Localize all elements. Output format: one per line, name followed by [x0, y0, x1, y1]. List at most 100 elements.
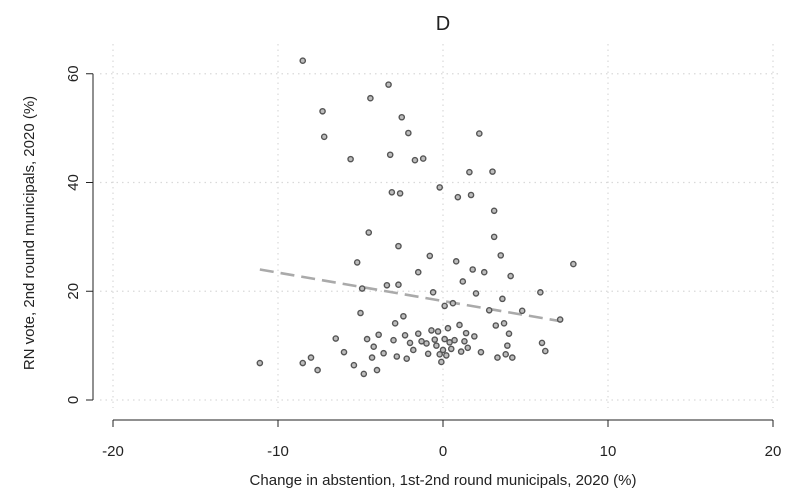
data-point	[451, 336, 458, 344]
data-point	[350, 361, 358, 369]
data-point	[436, 184, 444, 191]
data-point	[505, 330, 513, 337]
data-point	[307, 354, 315, 361]
data-point	[504, 342, 511, 349]
data-point	[467, 191, 475, 199]
data-point	[431, 336, 439, 343]
data-point	[419, 155, 427, 162]
data-point	[406, 339, 414, 347]
data-point	[426, 252, 434, 260]
data-point	[358, 285, 366, 292]
ticks-layer: -20 -10 0 10 20 0 20 40 60	[65, 65, 781, 460]
data-point	[396, 190, 404, 197]
x-tick-label: 0	[439, 443, 447, 460]
data-point	[475, 130, 483, 137]
data-point	[395, 242, 402, 250]
data-point	[367, 94, 374, 102]
data-point	[365, 229, 373, 236]
data-point	[380, 349, 387, 357]
data-point	[508, 354, 516, 361]
data-point	[441, 335, 448, 343]
data-point	[390, 336, 397, 344]
data-point	[256, 359, 264, 367]
data-point	[485, 306, 493, 314]
data-point	[492, 322, 500, 329]
data-point	[507, 272, 514, 280]
data-point	[441, 302, 448, 310]
data-point	[447, 345, 455, 353]
data-point	[462, 329, 470, 337]
data-point	[464, 344, 472, 352]
data-point	[502, 351, 510, 358]
x-tick-label: -10	[267, 443, 289, 460]
data-point	[428, 327, 435, 334]
data-point	[314, 366, 321, 374]
data-point	[469, 266, 477, 273]
data-point	[456, 321, 463, 329]
data-point	[340, 348, 348, 356]
data-point	[454, 193, 462, 201]
data-point	[542, 347, 549, 355]
data-point	[332, 335, 340, 342]
data-point	[363, 335, 371, 343]
data-point	[393, 353, 401, 360]
data-point	[391, 320, 399, 327]
data-point	[299, 57, 307, 65]
data-point	[401, 331, 409, 339]
x-tick-label: 10	[600, 443, 617, 460]
data-point	[414, 330, 422, 337]
data-point	[438, 358, 445, 366]
data-point	[405, 129, 412, 137]
data-point	[388, 188, 396, 196]
data-point	[538, 339, 546, 347]
data-point	[556, 316, 564, 323]
data-point	[400, 312, 407, 320]
data-point	[409, 346, 417, 354]
data-point	[398, 113, 406, 121]
data-point	[375, 331, 382, 339]
data-point	[373, 366, 381, 374]
grid-layer	[100, 44, 778, 408]
points-layer	[256, 57, 577, 378]
data-point	[497, 252, 505, 259]
data-point	[480, 268, 488, 276]
axes-layer	[92, 73, 773, 421]
data-point	[436, 351, 444, 358]
data-point	[434, 328, 442, 335]
data-point	[457, 348, 465, 355]
data-point	[319, 107, 326, 115]
x-tick-label: 20	[765, 443, 782, 460]
data-point	[414, 268, 422, 276]
data-point	[452, 258, 460, 265]
data-point	[570, 260, 577, 268]
data-point	[490, 207, 498, 215]
data-point	[370, 343, 378, 351]
data-point	[466, 168, 473, 176]
data-point	[429, 289, 437, 296]
data-point	[494, 354, 501, 361]
data-point	[500, 320, 508, 327]
y-tick-label: 40	[65, 174, 82, 191]
data-point	[472, 290, 480, 297]
data-point	[320, 133, 328, 141]
data-point	[395, 281, 402, 289]
data-point	[385, 81, 392, 88]
data-point	[439, 346, 447, 354]
data-point	[423, 340, 430, 347]
data-point	[444, 324, 452, 332]
x-axis-label: Change in abstention, 1st-2nd round muni…	[250, 472, 637, 489]
fit-line	[259, 268, 561, 323]
data-point	[537, 289, 544, 296]
y-tick-label: 0	[65, 396, 82, 404]
data-point	[353, 259, 361, 266]
data-point	[477, 348, 485, 356]
y-tick-label: 20	[65, 283, 82, 300]
data-point	[471, 333, 478, 340]
data-point	[383, 281, 391, 289]
data-point	[459, 278, 467, 285]
fit-layer	[259, 268, 561, 323]
data-point	[347, 155, 354, 163]
x-tick-label: -20	[102, 443, 124, 460]
